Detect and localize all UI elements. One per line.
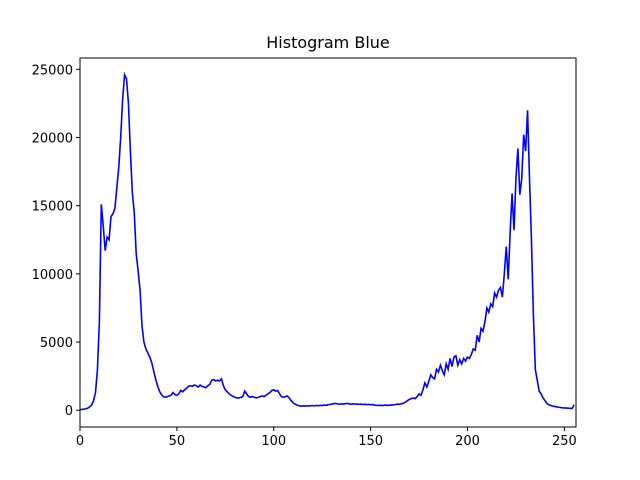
x-tick-label: 50 [169, 434, 186, 449]
x-tick-label: 100 [261, 434, 286, 449]
y-tick-label: 10000 [32, 268, 73, 283]
y-tick-label: 5000 [40, 336, 73, 351]
x-tick-label: 200 [455, 434, 480, 449]
x-tick-label: 150 [358, 434, 383, 449]
y-tick-label: 0 [65, 404, 73, 419]
x-tick-label: 250 [552, 434, 577, 449]
line [80, 71, 575, 411]
x-tick-label: 0 [76, 434, 84, 449]
y-tick-label: 20000 [32, 132, 73, 147]
chart-title: Histogram Blue [266, 33, 390, 52]
y-tick-label: 25000 [32, 63, 73, 78]
plot-frame [79, 57, 577, 428]
y-tick-label: 15000 [32, 200, 73, 215]
